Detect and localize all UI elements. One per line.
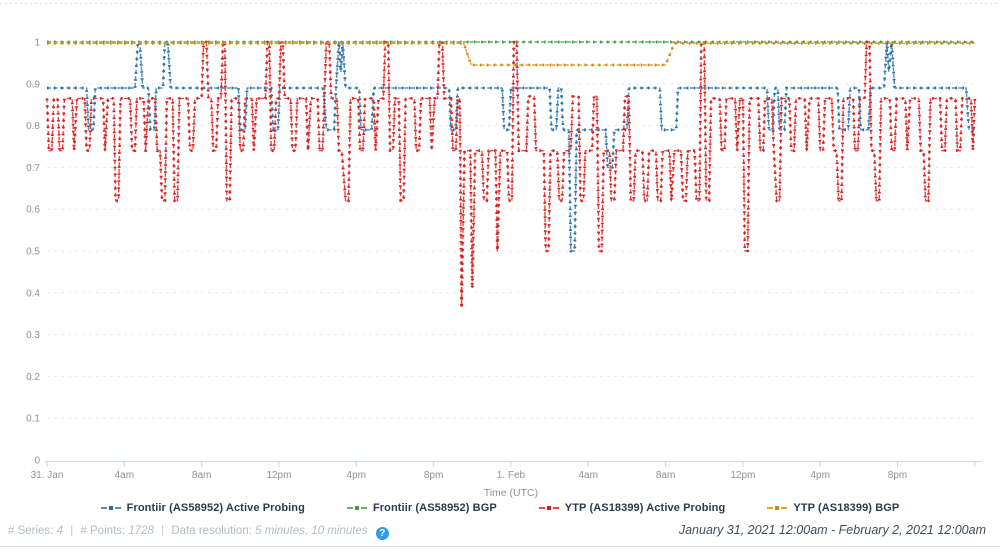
svg-text:0.7: 0.7 (26, 163, 40, 174)
points-count-label: # Points: (80, 525, 126, 537)
svg-text:0.1: 0.1 (26, 414, 40, 425)
timeseries-chart[interactable]: 0 0.1 0.2 0.3 0.4 0.5 0.6 0.7 0.8 0.9 1 31. Jan 4am 8… (0, 0, 1000, 500)
svg-text:0.5: 0.5 (26, 247, 40, 258)
resolution-value: 5 minutes, 10 minutes (255, 525, 368, 537)
svg-text:0: 0 (34, 456, 40, 467)
points-count-value: 1728 (128, 525, 154, 537)
help-icon[interactable]: ? (375, 527, 389, 540)
svg-text:0.9: 0.9 (26, 79, 40, 90)
chart-footer: # Series: 4 | # Points: 1728 | Data reso… (0, 523, 1000, 543)
series-count-label: # Series: (8, 525, 54, 537)
stats-separator: | (161, 525, 165, 537)
svg-text:0.6: 0.6 (26, 205, 40, 216)
svg-text:1. Feb: 1. Feb (497, 470, 526, 481)
svg-text:31. Jan: 31. Jan (31, 470, 64, 481)
svg-text:4pm: 4pm (347, 470, 366, 481)
svg-text:12pm: 12pm (266, 470, 291, 481)
legend-label: Frontiir (AS58952) BGP (372, 502, 497, 514)
legend-line-icon (100, 506, 121, 510)
date-range-label: January 31, 2021 12:00am - February 2, 2… (678, 523, 986, 537)
chart-legend: Frontiir (AS58952) Active Probing Frontii… (0, 502, 1000, 514)
svg-text:8am: 8am (192, 470, 211, 481)
legend-line-icon (538, 506, 559, 510)
legend-label: Frontiir (AS58952) Active Probing (126, 502, 305, 514)
svg-text:8am: 8am (656, 470, 675, 481)
legend-item-4[interactable]: YTP (AS18399) BGP (767, 502, 899, 514)
bottom-divider (0, 546, 1000, 547)
legend-item-2[interactable]: Frontiir (AS58952) BGP (346, 502, 497, 514)
legend-item-3[interactable]: YTP (AS18399) Active Probing (538, 502, 726, 514)
svg-text:12pm: 12pm (730, 470, 755, 481)
legend-line-icon (767, 506, 788, 510)
svg-text:Time (UTC): Time (UTC) (484, 487, 538, 499)
chart-stats: # Series: 4 | # Points: 1728 | Data reso… (8, 525, 389, 540)
legend-item-1[interactable]: Frontiir (AS58952) Active Probing (100, 502, 305, 514)
chart-canvas[interactable]: 0 0.1 0.2 0.3 0.4 0.5 0.6 0.7 0.8 0.9 1 31. Jan 4am 8… (0, 0, 1000, 500)
svg-text:4am: 4am (579, 470, 598, 481)
legend-line-icon (346, 506, 367, 510)
legend-label: YTP (AS18399) BGP (793, 502, 900, 514)
svg-text:8pm: 8pm (888, 470, 907, 481)
svg-text:1: 1 (34, 38, 40, 49)
svg-text:0.3: 0.3 (26, 330, 40, 341)
svg-text:0.4: 0.4 (26, 288, 40, 299)
resolution-label: Data resolution: (171, 525, 252, 537)
svg-text:8pm: 8pm (424, 470, 443, 481)
svg-text:0.2: 0.2 (26, 372, 40, 383)
svg-text:4pm: 4pm (810, 470, 829, 481)
svg-text:0.8: 0.8 (26, 121, 40, 132)
series-count-value: 4 (56, 525, 63, 537)
stats-separator: | (70, 525, 74, 537)
legend-label: YTP (AS18399) Active Probing (564, 502, 726, 514)
svg-text:4am: 4am (115, 470, 134, 481)
